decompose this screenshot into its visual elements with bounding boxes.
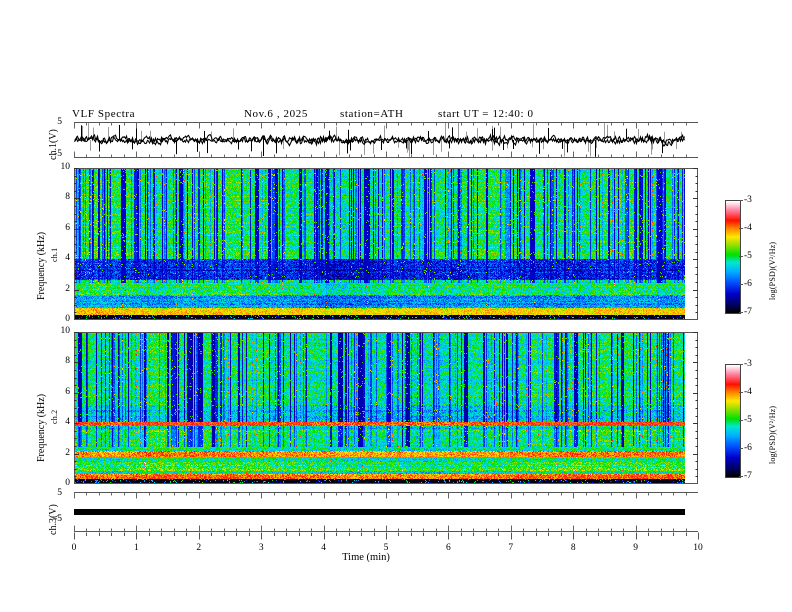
colorbar-tick-label: -3	[744, 359, 752, 369]
frequency-tick-label: 10	[60, 162, 71, 172]
colorbar-tick-mark	[739, 364, 743, 365]
start-ut: start UT = 12:40: 0	[438, 108, 534, 120]
colorbar-tick-label: -5	[744, 251, 752, 261]
time-tick-label: 6	[446, 543, 451, 553]
colorbar-tick-mark	[739, 476, 743, 477]
time-tick-label: 7	[508, 543, 514, 553]
ch1-wave-tick-bottom: -5	[54, 149, 62, 159]
time-tick-label: 9	[633, 543, 638, 553]
figure-title: VLF Spectra	[72, 108, 136, 120]
frequency-tick-label: 2	[65, 447, 70, 458]
time-tick-label: 3	[258, 543, 264, 553]
colorbar-tick-label: -6	[744, 443, 752, 453]
ch2-colorbar	[725, 364, 741, 478]
observation-date: Nov.6 , 2025	[244, 108, 308, 120]
frequency-tick-label: 8	[65, 192, 70, 203]
ch3-waveform-plot	[74, 492, 698, 532]
colorbar-tick-mark	[739, 312, 743, 313]
ch3-wave-tick-top: 5	[57, 488, 62, 498]
ch1-frequency-axis-title: Frequency (kHz)	[36, 232, 47, 300]
colorbar-tick-mark	[739, 448, 743, 449]
frequency-tick-label: 4	[65, 417, 70, 428]
colorbar-tick-label: -4	[744, 387, 752, 397]
frequency-tick-label: 4	[65, 253, 70, 264]
frequency-tick-label: 6	[65, 222, 70, 233]
colorbar-tick-mark	[739, 256, 743, 257]
time-tick-label: 4	[321, 543, 326, 553]
frequency-tick-label: 6	[65, 386, 70, 397]
time-tick-label: 5	[383, 543, 389, 553]
time-axis-title: Time (min)	[342, 552, 390, 563]
ch1-freq-title-text: Frequency (kHz)	[36, 231, 47, 300]
colorbar-tick-label: -5	[744, 415, 752, 425]
frequency-tick-label: 10	[60, 326, 71, 336]
ch2-spectrogram	[74, 332, 698, 484]
frequency-tick-label: 0	[65, 314, 70, 324]
ch1-wave-tick-top: 5	[57, 117, 62, 127]
colorbar-tick-label: -4	[744, 223, 752, 233]
frequency-tick-label: 2	[65, 283, 70, 294]
ch1-waveform-plot	[74, 122, 698, 158]
colorbar-tick-label: -7	[744, 307, 752, 317]
time-tick-label: 0	[71, 543, 77, 553]
ch1-spectrogram	[74, 168, 698, 320]
colorbar-tick-label: -3	[744, 195, 752, 205]
ch2-freq-title-text: Frequency (kHz)	[36, 393, 47, 462]
station-id: station=ATH	[340, 108, 404, 120]
time-tick-label: 8	[570, 543, 576, 553]
colorbar-tick-label: -6	[744, 279, 752, 289]
colorbar-tick-mark	[739, 420, 743, 421]
colorbar-tick-mark	[739, 228, 743, 229]
frequency-tick-label: 8	[65, 356, 70, 367]
time-tick-label: 2	[196, 543, 202, 553]
colorbar-tick-mark	[739, 392, 743, 393]
ch1-colorbar-title: log(PSD)(V²/Hz)	[768, 241, 777, 300]
ch2-frequency-axis-title: Frequency (kHz)	[36, 394, 47, 462]
colorbar-tick-mark	[739, 200, 743, 201]
ch1-colorbar	[725, 200, 741, 314]
time-tick-label: 1	[134, 543, 139, 553]
colorbar-tick-mark	[739, 284, 743, 285]
ch2-colorbar-title: log(PSD)(V²/Hz)	[768, 405, 777, 464]
time-tick-label: 10	[693, 543, 703, 553]
ch3-wave-tick-bottom: -5	[54, 514, 62, 524]
colorbar-tick-label: -7	[744, 471, 752, 481]
time-axis-ticks	[66, 532, 706, 544]
frequency-tick-label: 0	[65, 478, 70, 488]
